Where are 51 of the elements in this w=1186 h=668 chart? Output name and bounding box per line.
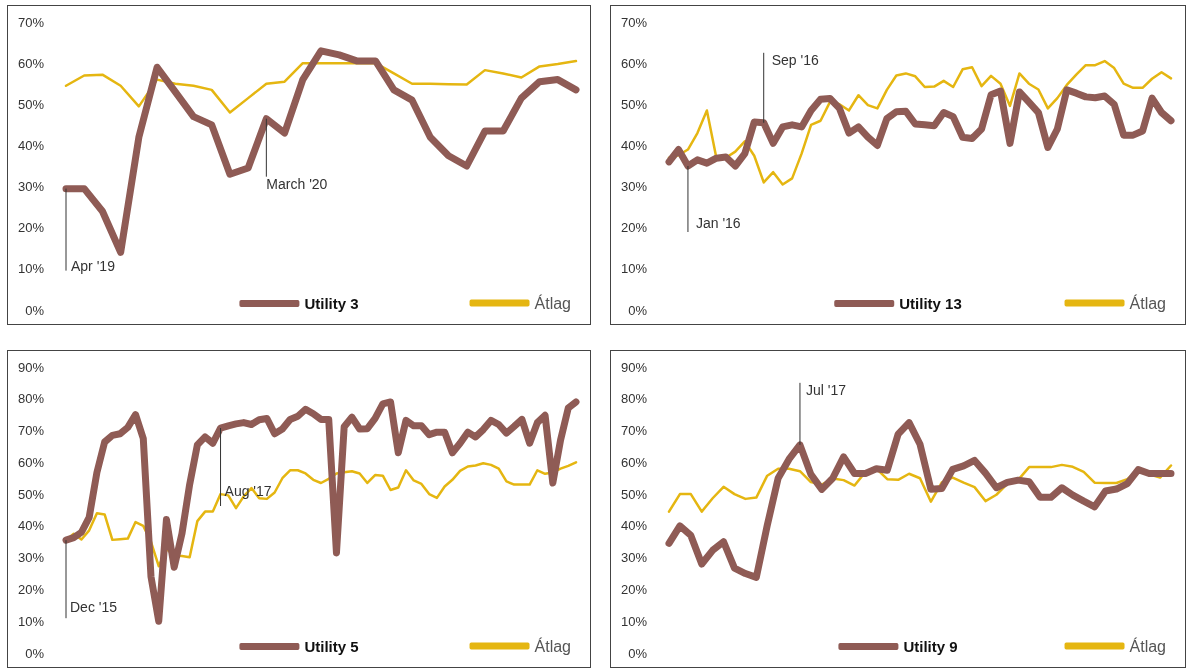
y-tick-label: 0% [25, 302, 45, 318]
y-tick-label: 80% [620, 391, 648, 407]
y-tick-label: 80% [17, 391, 45, 407]
y-tick-label: 40% [620, 137, 648, 153]
annotation: Dec '15 [70, 599, 118, 616]
annotation: Aug '17 [224, 483, 272, 500]
y-tick-label: 30% [17, 550, 45, 566]
y-tick-label: 60% [17, 55, 45, 71]
y-tick-label: 10% [620, 613, 648, 629]
legend-label: Átlag [534, 293, 571, 312]
y-tick-label: 0% [25, 645, 45, 661]
y-tick-label: 10% [620, 261, 648, 277]
y-tick-label: 50% [620, 486, 648, 502]
y-tick-label: 40% [17, 518, 45, 534]
annotation: Jul '17 [805, 381, 847, 398]
y-tick-label: 30% [620, 550, 648, 566]
legend-label: Utility 5 [304, 638, 359, 655]
y-tick-label: 60% [620, 454, 648, 470]
y-tick-label: 50% [17, 96, 45, 112]
y-tick-label: 70% [620, 423, 648, 439]
y-tick-label: 20% [17, 581, 45, 597]
y-tick-label: 0% [628, 302, 648, 318]
y-tick-label: 60% [620, 55, 648, 71]
y-tick-label: 70% [620, 14, 648, 30]
y-tick-label: 0% [628, 645, 648, 661]
annotation: Sep '16 [771, 51, 819, 68]
legend-label: Utility 9 [903, 638, 958, 655]
y-tick-label: 40% [620, 518, 648, 534]
y-tick-label: 60% [17, 454, 45, 470]
y-tick-label: 20% [620, 220, 648, 236]
y-tick-label: 30% [620, 179, 648, 195]
annotation: Jan '16 [695, 215, 741, 231]
legend-label: Utility 3 [304, 295, 359, 312]
y-tick-label: 30% [17, 179, 45, 195]
y-tick-label: 20% [620, 581, 648, 597]
y-tick-label: 90% [17, 359, 45, 375]
y-tick-label: 50% [620, 96, 648, 112]
legend-label: Átlag [1129, 293, 1166, 312]
annotation: March '20 [266, 175, 328, 192]
annotation: Apr '19 [71, 257, 116, 274]
y-tick-label: 70% [17, 14, 45, 30]
y-tick-label: 20% [17, 220, 45, 236]
legend-label: Átlag [534, 636, 571, 655]
y-tick-label: 40% [17, 137, 45, 153]
legend-label: Átlag [1129, 636, 1166, 655]
legend-label: Utility 13 [899, 295, 962, 312]
y-tick-label: 70% [17, 423, 45, 439]
y-tick-label: 90% [620, 359, 648, 375]
y-tick-label: 10% [17, 261, 45, 277]
y-tick-label: 10% [17, 613, 45, 629]
y-tick-label: 50% [17, 486, 45, 502]
